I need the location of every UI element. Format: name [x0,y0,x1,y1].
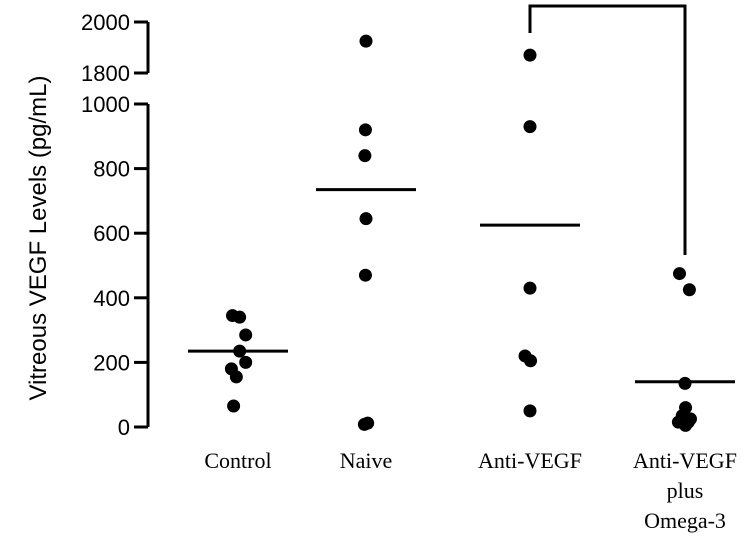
data-point-group4-1 [673,267,686,281]
data-point-group4-9 [679,418,693,432]
data-point-group1-7 [229,370,243,384]
data-point-group1-2 [233,310,247,324]
data-point-group3-1 [523,48,537,62]
significance-bracket [528,4,687,255]
category-labels: Control Naive Anti-VEGF Anti-VEGF plus Omega-… [204,448,737,533]
y-tick-200-label: 200 [93,350,130,375]
category-label-2-line-1: Naive [340,448,393,473]
category-label-4-line-2: plus [667,478,704,503]
data-point-group4-3 [678,376,692,390]
y-tick-0-label: 0 [118,415,130,440]
data-point-group2-3 [358,149,372,163]
y-tick-800-label: 800 [93,157,130,182]
data-point-group1-3 [239,328,253,342]
data-point-group2-7 [361,416,375,430]
plot-marks [188,4,735,432]
y-tick-1000-label: 1000 [81,92,130,117]
data-point-group1-8 [227,399,241,413]
y-tick-400-label: 400 [93,286,130,311]
category-label-4-line-1: Anti-VEGF [633,448,737,473]
category-label-1-line-1: Control [204,448,271,473]
data-point-group1-6 [239,355,253,369]
category-label-3-line-1: Anti-VEGF [478,448,582,473]
y-tick-600-label: 600 [93,221,130,246]
data-point-group2-5 [358,268,372,282]
data-point-group2-4 [359,212,373,226]
data-point-group4-2 [682,283,696,297]
y-axis-title: Vitreous VEGF Levels (pg/mL) [25,75,52,400]
data-point-group2-2 [358,123,372,137]
data-point-group3-3 [523,281,537,295]
data-point-group3-5 [524,354,538,368]
category-label-4-line-3: Omega-3 [644,508,726,533]
data-point-group4-5 [679,401,693,415]
y-tick-2000-label: 2000 [81,10,130,35]
y-axis: 0 200 400 600 800 1000 1800 2000 [81,10,150,440]
data-point-group3-6 [523,404,537,418]
y-tick-1800-label: 1800 [81,61,130,86]
data-point-group2-1 [359,34,373,48]
data-point-group3-2 [523,120,537,134]
